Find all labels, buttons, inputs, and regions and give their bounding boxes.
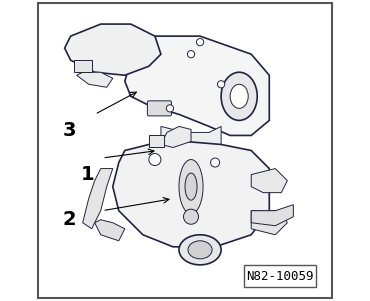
Text: 2: 2 — [62, 210, 76, 229]
Polygon shape — [161, 126, 221, 150]
Polygon shape — [125, 36, 269, 135]
FancyBboxPatch shape — [149, 135, 164, 147]
Circle shape — [218, 81, 225, 88]
Ellipse shape — [188, 241, 212, 259]
Ellipse shape — [179, 160, 203, 214]
Text: 1: 1 — [80, 165, 94, 184]
Text: 3: 3 — [63, 121, 76, 141]
Polygon shape — [251, 211, 287, 235]
Polygon shape — [251, 205, 293, 226]
Polygon shape — [161, 126, 191, 147]
Polygon shape — [251, 169, 287, 193]
Polygon shape — [83, 169, 113, 229]
FancyBboxPatch shape — [147, 101, 171, 116]
Circle shape — [149, 154, 161, 166]
FancyBboxPatch shape — [74, 60, 92, 72]
Circle shape — [188, 51, 195, 58]
Polygon shape — [113, 141, 269, 247]
FancyBboxPatch shape — [244, 265, 316, 287]
Polygon shape — [65, 24, 161, 75]
Ellipse shape — [230, 84, 248, 108]
Circle shape — [196, 39, 204, 46]
Polygon shape — [77, 72, 113, 87]
Ellipse shape — [221, 72, 257, 120]
Circle shape — [211, 158, 220, 167]
Circle shape — [166, 105, 174, 112]
Ellipse shape — [179, 235, 221, 265]
Ellipse shape — [185, 173, 197, 200]
Polygon shape — [95, 220, 125, 241]
Circle shape — [184, 209, 199, 224]
Text: N82-10059: N82-10059 — [246, 269, 313, 283]
